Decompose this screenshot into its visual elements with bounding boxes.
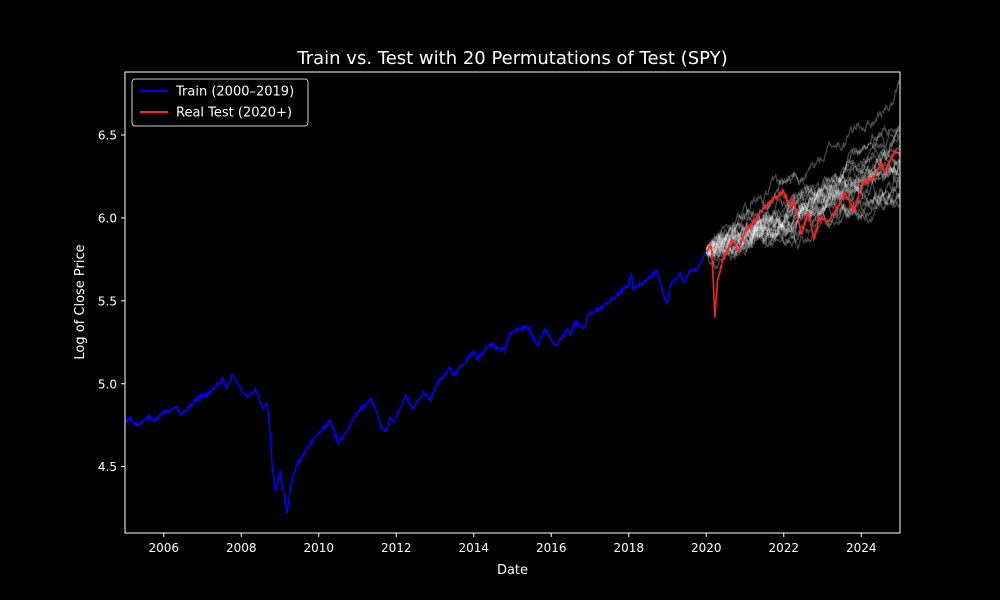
y-tick-label: 4.5: [98, 460, 117, 474]
permutation-line: [705, 164, 900, 259]
y-axis: 4.5 5.0 5.5 6.0 6.5: [98, 129, 125, 474]
permutation-line: [706, 180, 900, 258]
permutation-line: [705, 124, 900, 272]
train-series-line: [125, 250, 707, 514]
permutation-line: [705, 172, 900, 258]
permutation-line: [705, 145, 900, 257]
x-tick-label: 2008: [226, 541, 257, 555]
x-tick-label: 2018: [613, 541, 644, 555]
x-tick-label: 2020: [691, 541, 722, 555]
permutation-line: [705, 148, 900, 255]
x-tick-label: 2016: [536, 541, 567, 555]
y-tick-label: 5.5: [98, 294, 117, 308]
x-tick-label: 2022: [768, 541, 799, 555]
y-tick-label: 6.5: [98, 129, 117, 143]
legend: Train (2000–2019) Real Test (2020+): [131, 78, 309, 127]
x-tick-label: 2012: [381, 541, 412, 555]
permutation-line: [705, 124, 900, 257]
x-tick-label: 2024: [846, 541, 877, 555]
permutation-line: [705, 165, 900, 269]
chart-title: Train vs. Test with 20 Permutations of T…: [296, 48, 727, 69]
x-axis: 2006 2008 2010 2012 2014 2016 2018 2020 2022 2024: [148, 533, 877, 555]
permutation-line: [705, 151, 900, 259]
permutation-line: [705, 166, 900, 256]
legend-test-label: Real Test (2020+): [176, 106, 292, 121]
x-axis-label: Date: [497, 563, 528, 578]
permutation-line: [705, 151, 900, 254]
x-tick-label: 2014: [458, 541, 489, 555]
x-tick-label: 2010: [303, 541, 334, 555]
permutation-line: [705, 187, 900, 257]
y-tick-label: 5.0: [98, 377, 117, 391]
y-tick-label: 6.0: [98, 211, 117, 225]
legend-train-label: Train (2000–2019): [175, 85, 294, 100]
permutation-line: [705, 155, 900, 252]
y-axis-label: Log of Close Price: [73, 244, 88, 359]
real-test-series-line: [705, 148, 900, 318]
legend-box: [131, 78, 309, 127]
permutation-line: [705, 79, 900, 252]
permutation-line: [705, 158, 900, 258]
x-tick-label: 2006: [148, 541, 179, 555]
plot-area: [125, 72, 900, 533]
plot-lines: [125, 79, 900, 514]
permutation-line: [705, 136, 900, 260]
plot-frame: [124, 71, 901, 534]
